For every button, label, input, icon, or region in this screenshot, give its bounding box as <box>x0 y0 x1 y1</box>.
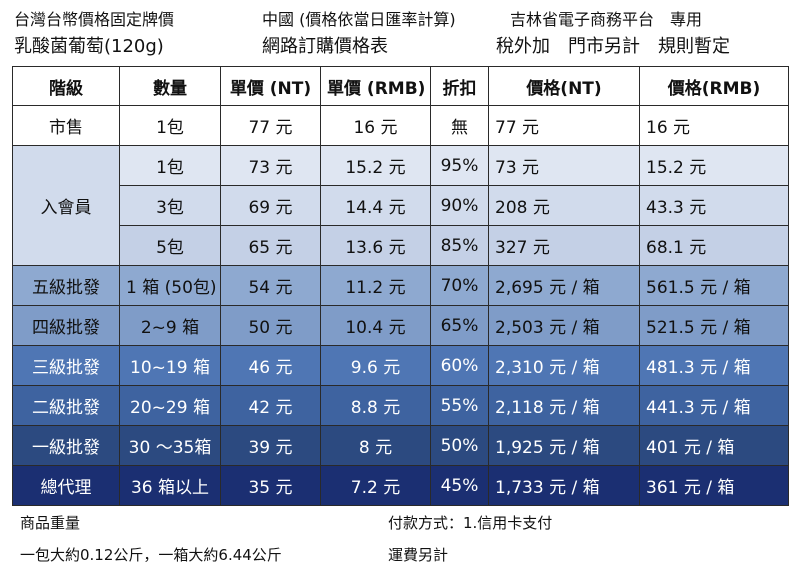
discount-cell: 55% <box>430 385 489 426</box>
unit-nt-cell: 54 元 <box>220 265 321 306</box>
price-nt-cell: 2,118 元 / 箱 <box>488 385 640 426</box>
discount-cell: 65% <box>430 305 489 346</box>
table-row: 四級批發 2~9 箱 50 元 10.4 元 65% 2,503 元 / 箱 5… <box>12 305 789 346</box>
table-row: 3包 69 元 14.4 元 90% 208 元 43.3 元 <box>13 185 789 226</box>
price-rmb-cell: 521.5 元 / 箱 <box>639 305 789 346</box>
payment-method: 付款方式：1.信用卡支付 <box>388 514 553 532</box>
unit-nt-cell: 65 元 <box>220 225 321 266</box>
unit-rmb-cell: 15.2 元 <box>320 145 431 186</box>
price-nt-cell: 208 元 <box>488 185 640 226</box>
header-line1-mid: 中國 (價格依當日匯率計算) <box>262 10 456 29</box>
price-nt-cell: 73 元 <box>488 145 640 186</box>
discount-cell: 60% <box>430 345 489 386</box>
price-rmb-cell: 15.2 元 <box>639 145 789 186</box>
qty-cell: 1包 <box>119 105 221 146</box>
discount-cell: 45% <box>430 465 489 506</box>
discount-cell: 無 <box>430 105 489 146</box>
price-rmb-cell: 481.3 元 / 箱 <box>639 345 789 386</box>
price-rmb-cell: 561.5 元 / 箱 <box>639 265 789 306</box>
price-rmb-cell: 16 元 <box>639 105 789 146</box>
table-row: 五級批發 1 箱 (50包) 54 元 11.2 元 70% 2,695 元 /… <box>12 265 789 306</box>
table-row: 入會員 1包 73 元 15.2 元 95% 73 元 15.2 元 <box>12 145 789 266</box>
unit-rmb-cell: 13.6 元 <box>320 225 431 266</box>
shipping-note: 運費另計 <box>388 546 449 564</box>
qty-cell: 3包 <box>119 185 221 226</box>
qty-cell: 36 箱以上 <box>119 465 221 506</box>
qty-cell: 20~29 箱 <box>119 385 221 426</box>
unit-nt-cell: 42 元 <box>220 385 321 426</box>
unit-nt-cell: 73 元 <box>220 145 321 186</box>
unit-nt-cell: 46 元 <box>220 345 321 386</box>
weight-detail: 一包大約0.12公斤，一箱大約6.44公斤 <box>20 546 282 564</box>
qty-cell: 1 箱 (50包) <box>119 265 221 306</box>
discount-cell: 85% <box>430 225 489 266</box>
price-rmb-cell: 401 元 / 箱 <box>639 425 789 466</box>
price-nt-cell: 327 元 <box>488 225 640 266</box>
product-name: 乳酸菌葡萄(120g) <box>14 36 164 57</box>
tier-cell: 市售 <box>12 105 120 146</box>
unit-nt-cell: 50 元 <box>220 305 321 346</box>
unit-nt-cell: 77 元 <box>220 105 321 146</box>
col-header-discount: 折扣 <box>430 66 489 106</box>
discount-cell: 95% <box>430 145 489 186</box>
price-rmb-cell: 361 元 / 箱 <box>639 465 789 506</box>
price-nt-cell: 77 元 <box>488 105 640 146</box>
price-nt-cell: 2,310 元 / 箱 <box>488 345 640 386</box>
price-rmb-cell: 68.1 元 <box>639 225 789 266</box>
tier-cell: 總代理 <box>12 465 120 506</box>
unit-rmb-cell: 8.8 元 <box>320 385 431 426</box>
unit-rmb-cell: 11.2 元 <box>320 265 431 306</box>
price-table: 階級 數量 單價 (NT) 單價 (RMB) 折扣 價格(NT) 價格(RMB)… <box>12 66 789 506</box>
header-notes: 稅外加 門市另計 規則暫定 <box>496 36 730 57</box>
table-row: 一級批發 30 ～35箱 39 元 8 元 50% 1,925 元 / 箱 40… <box>12 425 789 466</box>
qty-cell: 10~19 箱 <box>119 345 221 386</box>
col-header-unit-nt: 單價 (NT) <box>220 66 321 106</box>
price-nt-cell: 1,733 元 / 箱 <box>488 465 640 506</box>
col-header-tier: 階級 <box>12 66 120 106</box>
unit-rmb-cell: 7.2 元 <box>320 465 431 506</box>
unit-rmb-cell: 10.4 元 <box>320 305 431 346</box>
qty-cell: 1包 <box>119 145 221 186</box>
table-row: 二級批發 20~29 箱 42 元 8.8 元 55% 2,118 元 / 箱 … <box>12 385 789 426</box>
tier-cell: 一級批發 <box>12 425 120 466</box>
tier-cell: 四級批發 <box>12 305 120 346</box>
price-nt-cell: 1,925 元 / 箱 <box>488 425 640 466</box>
header-line1-right: 吉林省電子商務平台 專用 <box>510 10 703 29</box>
qty-cell: 5包 <box>119 225 221 266</box>
table-title: 網路訂購價格表 <box>262 36 388 57</box>
discount-cell: 90% <box>430 185 489 226</box>
discount-cell: 70% <box>430 265 489 306</box>
unit-nt-cell: 69 元 <box>220 185 321 226</box>
tier-cell: 五級批發 <box>12 265 120 306</box>
table-header-row: 階級 數量 單價 (NT) 單價 (RMB) 折扣 價格(NT) 價格(RMB) <box>12 66 789 106</box>
qty-cell: 2~9 箱 <box>119 305 221 346</box>
price-nt-cell: 2,695 元 / 箱 <box>488 265 640 306</box>
col-header-price-nt: 價格(NT) <box>488 66 640 106</box>
weight-title: 商品重量 <box>20 514 81 532</box>
price-nt-cell: 2,503 元 / 箱 <box>488 305 640 346</box>
discount-cell: 50% <box>430 425 489 466</box>
col-header-unit-rmb: 單價 (RMB) <box>320 66 431 106</box>
unit-rmb-cell: 16 元 <box>320 105 431 146</box>
header-line1-left: 台灣台幣價格固定牌價 <box>14 10 175 29</box>
unit-nt-cell: 39 元 <box>220 425 321 466</box>
tier-cell: 二級批發 <box>12 385 120 426</box>
unit-nt-cell: 35 元 <box>220 465 321 506</box>
unit-rmb-cell: 14.4 元 <box>320 185 431 226</box>
price-rmb-cell: 441.3 元 / 箱 <box>639 385 789 426</box>
member-tier-cell: 入會員 <box>12 145 120 266</box>
unit-rmb-cell: 8 元 <box>320 425 431 466</box>
price-rmb-cell: 43.3 元 <box>639 185 789 226</box>
table-row: 三級批發 10~19 箱 46 元 9.6 元 60% 2,310 元 / 箱 … <box>12 345 789 386</box>
col-header-price-rmb: 價格(RMB) <box>639 66 789 106</box>
table-row: 5包 65 元 13.6 元 85% 327 元 68.1 元 <box>13 225 789 266</box>
unit-rmb-cell: 9.6 元 <box>320 345 431 386</box>
qty-cell: 30 ～35箱 <box>119 425 221 466</box>
table-row: 總代理 36 箱以上 35 元 7.2 元 45% 1,733 元 / 箱 36… <box>12 465 789 506</box>
table-row: 市售 1包 77 元 16 元 無 77 元 16 元 <box>12 105 789 146</box>
tier-cell: 三級批發 <box>12 345 120 386</box>
col-header-qty: 數量 <box>119 66 221 106</box>
